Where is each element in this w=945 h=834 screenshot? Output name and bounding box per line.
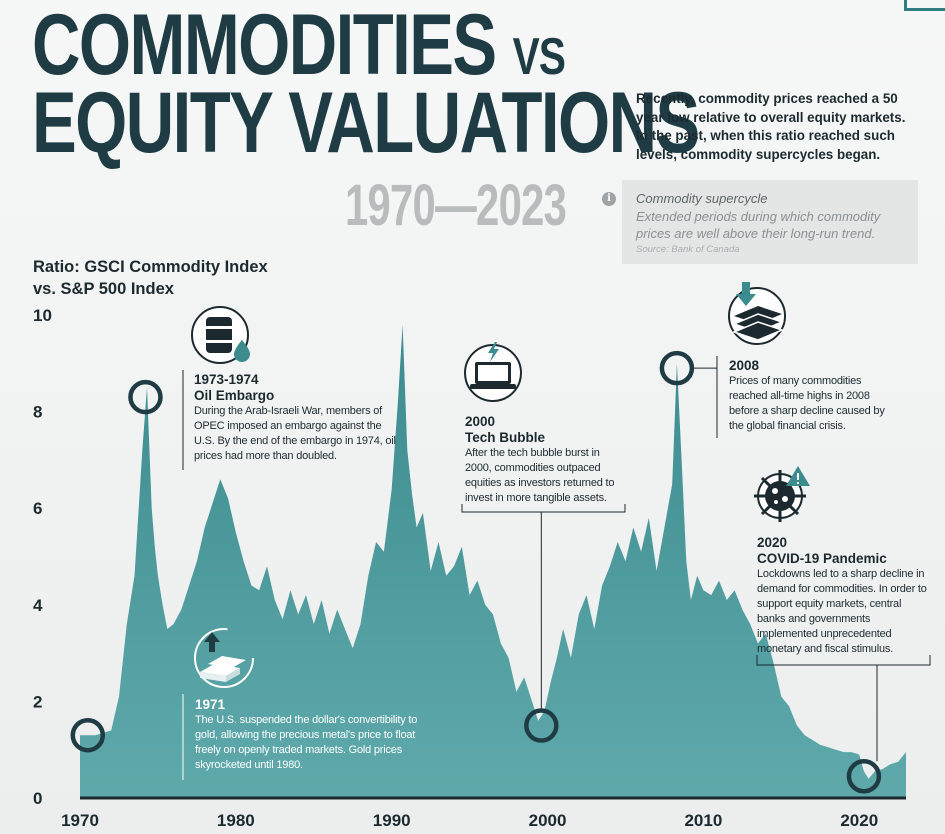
gold-bars-up-arrow-icon — [194, 628, 254, 688]
annotation-tech-bubble: 2000 Tech Bubble After the tech bubble b… — [465, 414, 625, 506]
title-commodities: COMMODITIES — [32, 0, 497, 93]
annotation-oil-embargo: 1973-1974 Oil Embargo During the Arab-Is… — [194, 372, 404, 464]
annotation-leader-line — [756, 655, 931, 666]
intro-text: Recently, commodity prices reached a 50 … — [636, 91, 906, 162]
definition-source: Source: Bank of Canada — [636, 244, 740, 255]
y-tick-label: 4 — [33, 596, 43, 615]
commodity-equity-ratio-area — [80, 324, 906, 798]
y-tick-label: 0 — [33, 789, 42, 808]
definition-box — [622, 180, 918, 264]
laptop-lightning-icon — [464, 342, 522, 402]
virus-warning-icon — [754, 466, 810, 522]
annotation-text: During the Arab-Israeli War, members of … — [194, 405, 396, 462]
annotation-1971-gold: 1971 The U.S. suspended the dollar's con… — [195, 697, 430, 773]
annotation-name: Tech Bubble — [465, 430, 546, 445]
annotation-2008-crisis: 2008 Prices of many commodities reached … — [729, 358, 899, 434]
x-tick-label: 1980 — [217, 811, 255, 830]
annotation-text: Prices of many commodities reached all-t… — [729, 375, 885, 432]
annotation-text: After the tech bubble burst in 2000, com… — [465, 447, 615, 504]
annotation-marker — [846, 759, 882, 794]
x-tick-label: 2010 — [684, 811, 722, 830]
annotation-marker — [70, 717, 106, 753]
oil-barrel-icon — [191, 306, 250, 364]
annotation-year: 2008 — [729, 358, 760, 373]
annotation-year: 1973-1974 — [194, 372, 259, 387]
definition-title: Commodity supercycle — [636, 191, 768, 206]
annotation-text: Lockdowns led to a sharp decline in dema… — [757, 568, 927, 655]
money-stack-down-arrow-icon — [728, 282, 786, 345]
annotation-year: 2000 — [465, 414, 496, 429]
info-icon: i — [602, 192, 616, 206]
annotation-leader-line — [461, 504, 626, 513]
annotation-year: 2020 — [757, 535, 788, 550]
title-line-1: COMMODITIES VS — [32, 2, 566, 88]
y-tick-label: 6 — [33, 499, 42, 518]
definition-text: Extended periods during which commodity … — [636, 209, 881, 241]
x-tick-label: 2020 — [840, 811, 878, 830]
y-tick-label: 10 — [33, 306, 52, 325]
x-tick-label: 1990 — [373, 811, 411, 830]
y-tick-label: 2 — [33, 692, 42, 711]
annotation-covid: 2020 COVID-19 Pandemic Lockdowns led to … — [757, 535, 932, 657]
y-tick-label: 8 — [33, 403, 42, 422]
year-range: 1970—2023 — [345, 173, 567, 238]
annotation-marker — [659, 350, 695, 386]
title-vs: VS — [512, 28, 566, 86]
y-axis-title-line-2: vs. S&P 500 Index — [33, 280, 174, 298]
annotation-marker — [524, 708, 559, 743]
annotation-name: COVID-19 Pandemic — [757, 551, 887, 566]
corner-accent — [904, 0, 945, 11]
title-line-2: EQUITY VALUATIONS — [32, 75, 700, 171]
y-axis-title: Ratio: GSCI Commodity Index vs. S&P 500 I… — [33, 256, 268, 300]
annotation-name: Oil Embargo — [194, 388, 275, 403]
annotation-text: The U.S. suspended the dollar's converti… — [195, 714, 418, 771]
annotation-year: 1971 — [195, 697, 226, 712]
x-tick-label: 1970 — [61, 811, 99, 830]
x-tick-label: 2000 — [529, 811, 567, 830]
annotation-marker — [128, 379, 163, 415]
y-axis-title-line-1: Ratio: GSCI Commodity Index — [33, 258, 268, 276]
